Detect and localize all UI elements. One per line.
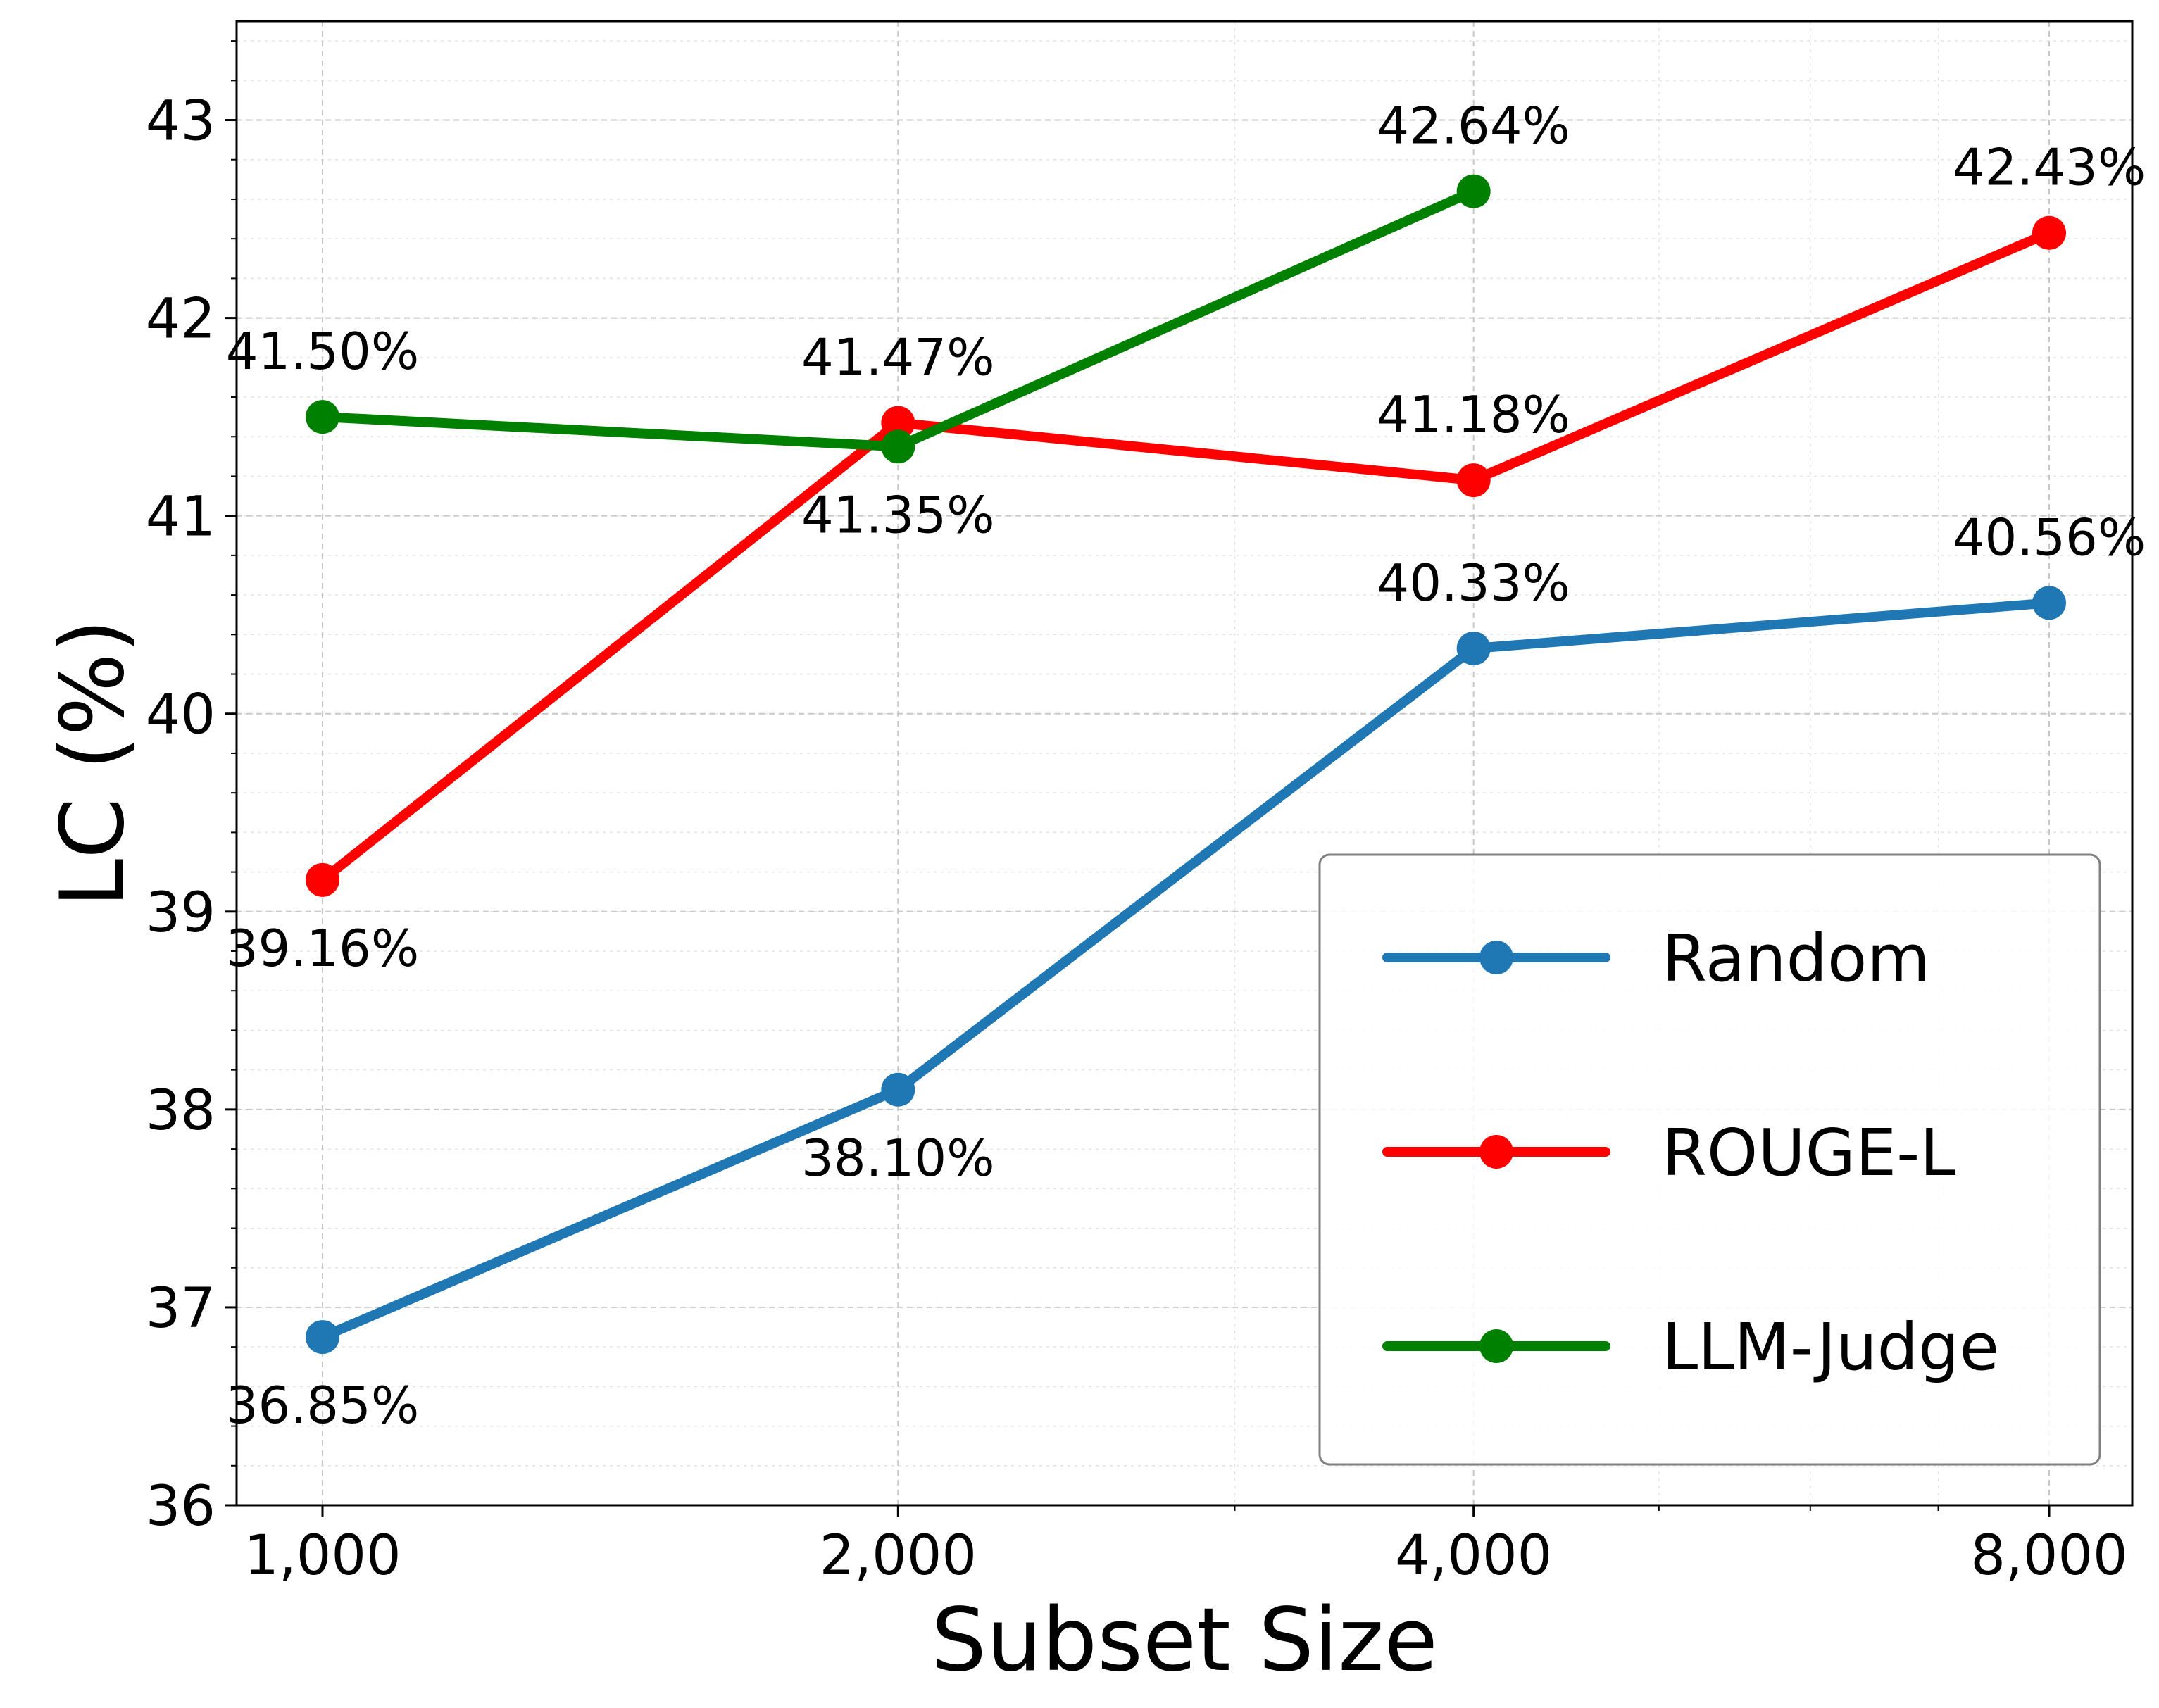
plot-frame bbox=[235, 20, 2134, 1507]
data-label: 41.50% bbox=[226, 322, 420, 381]
y-tick-label: 41 bbox=[146, 486, 215, 549]
data-point bbox=[881, 1072, 915, 1107]
series-line bbox=[318, 227, 2054, 885]
y-tick-label: 39 bbox=[146, 881, 215, 945]
data-label: 41.18% bbox=[1377, 385, 1570, 444]
legend-box bbox=[1318, 853, 2101, 1466]
data-point bbox=[1456, 631, 1491, 665]
legend-label: LLM-Judge bbox=[1662, 1310, 1999, 1385]
legend-label: ROUGE-L bbox=[1662, 1115, 1956, 1191]
x-tick-label: 2,000 bbox=[820, 1524, 977, 1588]
data-point bbox=[1456, 174, 1491, 208]
y-tick-label: 43 bbox=[146, 90, 215, 153]
data-point bbox=[306, 1320, 339, 1355]
legend-label: Random bbox=[1662, 921, 1930, 996]
y-tick-label: 40 bbox=[146, 684, 215, 747]
data-label: 42.43% bbox=[1953, 138, 2146, 197]
y-tick-label: 37 bbox=[146, 1277, 215, 1340]
data-label: 41.47% bbox=[801, 328, 995, 387]
x-tick-label: 1,000 bbox=[244, 1524, 401, 1588]
x-tick-label: 8,000 bbox=[1970, 1524, 2127, 1588]
data-point bbox=[306, 400, 339, 434]
data-label: 36.85% bbox=[226, 1376, 420, 1435]
data-point bbox=[2032, 586, 2066, 620]
data-point bbox=[2032, 215, 2066, 250]
legend: Random ROUGE-L LLM-Judge bbox=[1318, 853, 2101, 1466]
data-point bbox=[881, 429, 915, 464]
data-label: 40.56% bbox=[1953, 508, 2146, 567]
data-point bbox=[1456, 463, 1491, 498]
data-label: 40.33% bbox=[1377, 553, 1570, 613]
y-tick-label: 38 bbox=[146, 1079, 215, 1143]
data-label: 41.35% bbox=[801, 485, 995, 544]
data-label: 42.64% bbox=[1377, 96, 1570, 156]
data-label: 39.16% bbox=[226, 919, 420, 978]
y-axis-title: LC (%) bbox=[42, 619, 144, 908]
data-point bbox=[306, 862, 339, 897]
data-label: 38.10% bbox=[801, 1129, 995, 1188]
x-tick-label: 4,000 bbox=[1395, 1524, 1552, 1588]
legend-marker bbox=[1479, 1329, 1513, 1363]
y-tick-label: 36 bbox=[146, 1475, 215, 1538]
axis-ticks: 36 37 38 39 40 41 42 43 1,000 2,000 4,000 8,000 bbox=[146, 40, 2128, 1588]
x-axis-title: Subset Size bbox=[931, 1590, 1437, 1691]
legend-marker bbox=[1479, 1135, 1513, 1169]
y-tick-label: 42 bbox=[146, 288, 215, 351]
series-layer bbox=[306, 174, 2066, 1355]
data-point bbox=[881, 406, 915, 440]
legend-marker bbox=[1479, 941, 1513, 974]
data-labels: 36.85% 38.10% 40.33% 40.56% 39.16% 41.47% 41.1… bbox=[226, 96, 2146, 1435]
series-line bbox=[318, 598, 2054, 1343]
